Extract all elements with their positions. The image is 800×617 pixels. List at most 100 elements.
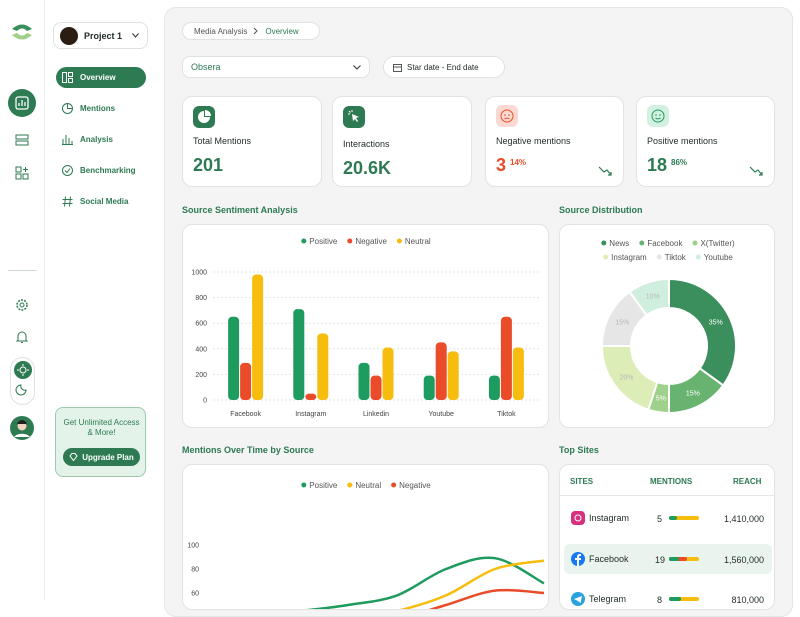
legend-label: Neutral: [405, 237, 431, 246]
line-series: [428, 588, 545, 609]
nav-item[interactable]: Social Media: [56, 191, 146, 212]
y-tick-label: 80: [191, 567, 199, 574]
promo-box: Get Unlimited Access & More! Upgrade Pla…: [55, 407, 146, 477]
nav-label: Benchmarking: [80, 166, 136, 175]
bar: [252, 274, 264, 400]
logo: [12, 24, 32, 40]
brand-select[interactable]: Obsera: [182, 56, 370, 78]
x-tick-label: Instagram: [295, 411, 326, 418]
y-tick-label: 0: [203, 398, 207, 405]
site-mentions: 8: [657, 595, 663, 605]
stat-change: 86%: [671, 158, 688, 167]
avatar[interactable]: [10, 416, 34, 440]
legend-label: Positive: [309, 237, 338, 246]
upgrade-button[interactable]: Upgrade Plan: [63, 448, 140, 466]
legend-marker: [601, 240, 607, 246]
legend-marker: [639, 240, 645, 246]
section-title: Top Sites: [559, 445, 599, 455]
column-header: MENTIONS: [650, 477, 693, 486]
analytics-icon[interactable]: [8, 89, 36, 117]
site-name: Telegram: [589, 594, 627, 604]
stat-icon: [496, 105, 518, 127]
trend-icon: [749, 166, 763, 176]
stat-icon: [647, 105, 669, 127]
bar: [382, 347, 394, 400]
legend-marker: [656, 254, 662, 260]
legend-label: Positive: [309, 481, 338, 490]
legend: Instagram Tiktok Youtube: [603, 253, 733, 262]
legend-marker: [347, 482, 353, 488]
y-tick-label: 1000: [191, 270, 207, 277]
stat-card: Negative mentions 3 14%: [485, 96, 624, 187]
nav-sidebar: Project 1 Overview Mentions Analysis Ben…: [45, 0, 164, 600]
x-tick-label: Youtube: [428, 411, 454, 418]
donut-chart: 35% 15% 5% 20% 15% 10% News Facebook X(Twitter) I…: [600, 239, 737, 415]
site-row[interactable]: Telegram 8 810,000: [564, 584, 772, 609]
bar: [435, 342, 447, 400]
line-series: [306, 556, 545, 609]
legend-label: X(Twitter): [700, 239, 735, 248]
bar: [500, 316, 512, 400]
date-value: Star date - End date: [407, 62, 479, 72]
bar: [370, 375, 382, 400]
segment-label: 5%: [656, 395, 666, 402]
project-select[interactable]: Project 1: [53, 22, 148, 49]
site-mentions: 19: [655, 555, 666, 565]
legend-marker: [347, 238, 353, 244]
nav-label: Mentions: [80, 104, 116, 113]
stat-label: Total Mentions: [193, 136, 252, 146]
nav-item[interactable]: Analysis: [56, 129, 146, 150]
nav-label: Analysis: [80, 135, 113, 144]
divider: [560, 495, 774, 496]
legend-label: Negative: [399, 481, 431, 490]
date-picker[interactable]: Star date - End date: [383, 56, 505, 78]
stat-card: Positive mentions 18 86%: [636, 96, 775, 187]
legend-label: Tiktok: [665, 253, 687, 262]
legend-label: Instagram: [611, 253, 647, 262]
legend-label: Facebook: [647, 239, 683, 248]
breadcrumb-item[interactable]: Media Analysis: [194, 26, 248, 36]
nav-item[interactable]: Overview: [56, 67, 146, 88]
button-label: Upgrade Plan: [82, 452, 134, 462]
segment-label: 15%: [615, 320, 629, 327]
settings-icon[interactable]: [15, 298, 29, 312]
stat-value: 201: [193, 155, 224, 175]
site-row[interactable]: Instagram 5 1,410,000: [564, 503, 772, 533]
bar-chart: 0 200 400 600 800 1000 Facebook Instagram Linked…: [191, 237, 539, 418]
nav-item[interactable]: Benchmarking: [56, 160, 146, 181]
list-icon[interactable]: [15, 133, 29, 147]
legend-marker: [603, 254, 609, 260]
section-title: Mentions Over Time by Source: [182, 445, 314, 455]
project-name: Project 1: [84, 30, 123, 41]
apps-icon[interactable]: [15, 166, 29, 180]
legend-label: Negative: [355, 237, 387, 246]
stat-value: 18: [647, 155, 668, 175]
donut-segment: [628, 277, 670, 317]
legend-label: News: [609, 239, 629, 248]
line-card: 60 80 100 Positive Neutral Negative: [182, 464, 549, 610]
nav-item[interactable]: Mentions: [56, 98, 146, 119]
section-title: Source Distribution: [559, 205, 643, 215]
segment-label: 15%: [686, 390, 700, 397]
site-row[interactable]: Facebook 19 1,560,000: [564, 544, 772, 574]
legend-marker: [301, 482, 307, 488]
bar: [240, 362, 252, 400]
stat-value: 20.6K: [343, 158, 392, 178]
stat-card: Total Mentions 201: [182, 96, 322, 187]
site-name: Facebook: [589, 554, 629, 564]
stat-label: Negative mentions: [496, 136, 571, 146]
bar: [512, 347, 524, 400]
stat-value-group: 3 14%: [496, 155, 526, 176]
stat-icon: [343, 106, 365, 128]
nav-label: Overview: [80, 73, 116, 82]
site-name: Instagram: [589, 513, 630, 523]
segment-label: 10%: [646, 294, 660, 301]
y-tick-label: 600: [195, 321, 207, 328]
theme-toggle[interactable]: [10, 357, 35, 405]
bar: [228, 316, 240, 400]
notification-icon[interactable]: [15, 330, 29, 344]
page: {"sidebar": {"project": "Project 1", "na…: [8, 0, 793, 617]
x-tick-label: Facebook: [230, 411, 261, 418]
stat-value: 3: [496, 155, 507, 175]
bar: [447, 351, 459, 400]
